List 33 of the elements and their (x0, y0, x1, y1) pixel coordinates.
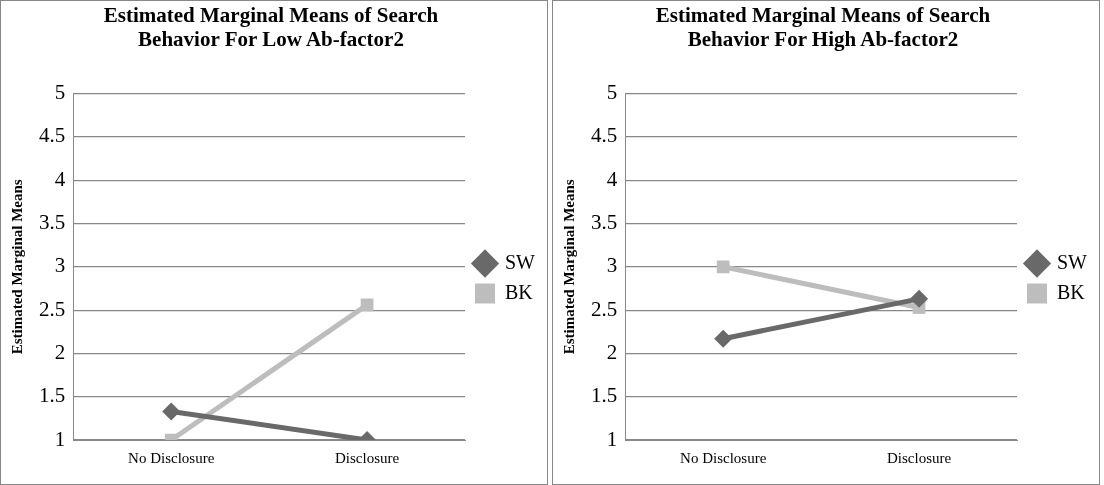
chart-title: Estimated Marginal Means of Search Behavior For Low Ab-factor2 (102, 3, 440, 51)
y-tick-label: 1.5 (591, 383, 618, 408)
y-axis-title: Estimated Marginal Means (560, 179, 577, 355)
x-tick-label: Disclosure (334, 449, 400, 466)
legend-label: SW (505, 250, 536, 273)
y-tick-label: 2 (54, 339, 66, 364)
y-tick-label: 2 (606, 339, 618, 364)
y-tick-label: 3.5 (39, 210, 66, 235)
y-tick-label: 3 (606, 253, 618, 278)
y-axis-title: Estimated Marginal Means (8, 179, 25, 355)
y-tick-label: 2.5 (591, 296, 618, 321)
y-tick-label: 1 (54, 426, 66, 451)
legend-label: BK (505, 280, 534, 303)
y-tick-label: 5 (606, 80, 618, 105)
y-tick-label: 1.5 (39, 383, 66, 408)
x-tick-label: No Disclosure (680, 449, 767, 466)
x-tick-label: No Disclosure (128, 449, 215, 466)
y-tick-label: 5 (54, 80, 66, 105)
y-tick-label: 1 (606, 426, 618, 451)
y-tick-label: 4.5 (591, 123, 618, 148)
legend-label: BK (1057, 280, 1086, 303)
point (714, 329, 733, 348)
y-tick-label: 4.5 (39, 123, 66, 148)
legend-label: SW (1057, 250, 1088, 273)
point (716, 260, 730, 274)
chart-title: Estimated Marginal Means of Search Behavior For High Ab-factor2 (654, 3, 992, 51)
y-tick-label: 2.5 (39, 296, 66, 321)
y-tick-label: 3.5 (591, 210, 618, 235)
y-tick-label: 3 (54, 253, 66, 278)
y-tick-label: 4 (54, 166, 66, 191)
point (910, 289, 929, 308)
y-tick-label: 4 (606, 166, 618, 191)
x-tick-label: Disclosure (886, 449, 952, 466)
